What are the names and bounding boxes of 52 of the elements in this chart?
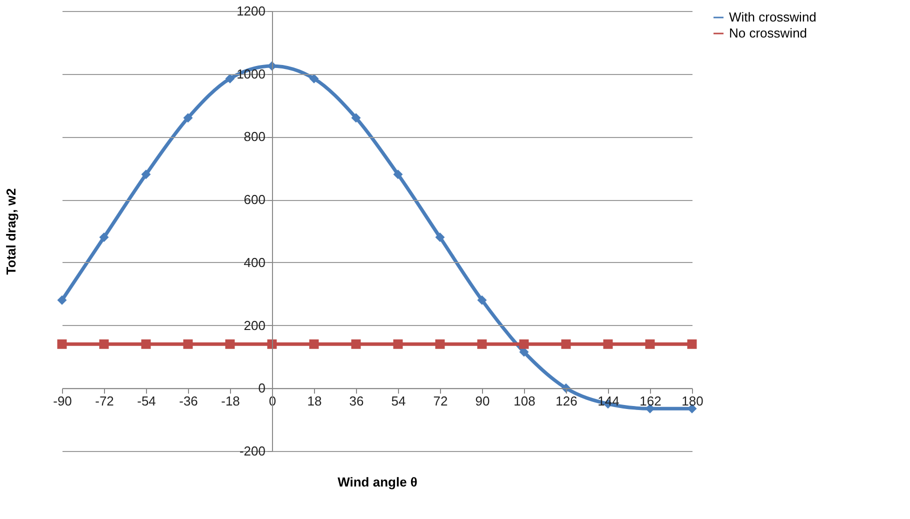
- legend-label: With crosswind: [729, 10, 816, 24]
- y-tick-label: 600: [244, 192, 266, 208]
- point: [351, 113, 361, 123]
- x-tick-label: -54: [137, 394, 156, 409]
- y-tick-label: -200: [239, 444, 266, 458]
- point: [519, 347, 529, 357]
- point: [309, 74, 319, 84]
- point: [351, 339, 361, 349]
- x-tick-label: 36: [349, 394, 364, 409]
- point: [183, 113, 193, 123]
- x-tick-label: 162: [640, 394, 662, 409]
- x-tick-label: 90: [475, 394, 490, 409]
- y-tick-label: 0: [258, 380, 266, 396]
- x-tick-label: 18: [307, 394, 322, 409]
- x-tick-label: -18: [221, 394, 240, 409]
- point: [141, 170, 151, 180]
- point: [225, 74, 235, 84]
- point: [309, 339, 319, 349]
- point: [99, 232, 109, 242]
- point: [519, 339, 529, 349]
- point: [141, 339, 151, 349]
- x-axis-title: Wind angle θ: [338, 474, 418, 490]
- point: [477, 339, 487, 349]
- x-tick-label: 72: [433, 394, 448, 409]
- y-axis-title: Total drag, w2: [4, 188, 19, 275]
- point: [99, 339, 109, 349]
- x-tick-label: 54: [391, 394, 406, 409]
- point: [603, 339, 613, 349]
- point: [687, 339, 697, 349]
- y-tick-label: 400: [244, 254, 266, 270]
- legend-label: No crosswind: [729, 26, 808, 40]
- x-tick-label: 126: [556, 394, 578, 409]
- x-tick-label: -90: [53, 394, 72, 409]
- y-tick-label: 200: [244, 318, 266, 333]
- x-tick-label: -36: [179, 394, 198, 409]
- point: [435, 232, 445, 242]
- point: [435, 339, 445, 349]
- point: [57, 339, 67, 349]
- y-tick-label: 1200: [236, 4, 266, 18]
- x-tick-label: -72: [95, 394, 114, 409]
- y-tick-label: 1000: [236, 66, 266, 82]
- point: [225, 339, 235, 349]
- point: [645, 339, 655, 349]
- y-tick-label: 800: [244, 129, 266, 144]
- point: [393, 170, 403, 180]
- point: [393, 339, 403, 349]
- point: [477, 295, 487, 305]
- point: [57, 295, 67, 305]
- point: [183, 339, 193, 349]
- x-tick-label: 108: [514, 394, 536, 409]
- x-tick-label: 180: [682, 394, 704, 409]
- point: [561, 339, 571, 349]
